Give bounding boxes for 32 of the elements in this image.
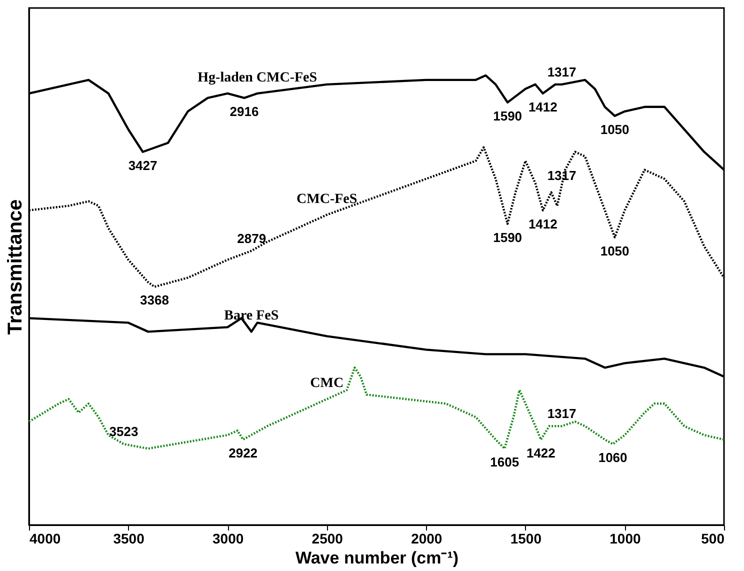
- annotation: 2916: [230, 104, 259, 119]
- annotation: 1317: [547, 64, 576, 80]
- annotation: 1317: [547, 406, 576, 422]
- annotation: 2879: [237, 230, 266, 246]
- annotation: 2922: [228, 446, 258, 461]
- series-label: Hg-laden CMC-FeS: [198, 70, 318, 86]
- x-tick-label: 2500: [312, 530, 344, 546]
- annotation: 1412: [528, 216, 558, 232]
- series-label: CMC: [310, 376, 344, 392]
- x-tick-label: 2000: [411, 530, 442, 546]
- annotation: 1422: [526, 446, 556, 461]
- x-axis-title: Wave number (cm⁻¹): [295, 548, 459, 568]
- series-label: CMC-FeS: [296, 192, 358, 207]
- annotation: 1605: [490, 454, 520, 470]
- annotation: 1590: [493, 108, 522, 124]
- x-tick-label: 1000: [610, 530, 641, 546]
- x-tick-label: 3000: [212, 530, 244, 546]
- y-axis-title: Transmittance: [4, 199, 26, 335]
- annotation: 3368: [140, 292, 169, 308]
- annotation: 1060: [598, 450, 628, 466]
- annotation: 1317: [547, 168, 576, 183]
- annotation: 1050: [600, 122, 630, 137]
- annotation: 3427: [128, 158, 158, 173]
- annotation: 3523: [109, 424, 138, 440]
- x-tick-label: 1500: [510, 530, 542, 546]
- x-tick-label: 500: [701, 530, 725, 546]
- series-label: Bare FeS: [224, 308, 279, 324]
- annotation: 1050: [600, 243, 630, 258]
- annotation: 1590: [493, 230, 522, 245]
- annotation: 1412: [528, 99, 558, 114]
- x-tick-label: 3500: [113, 530, 145, 546]
- x-tick-label: 4000: [30, 530, 61, 546]
